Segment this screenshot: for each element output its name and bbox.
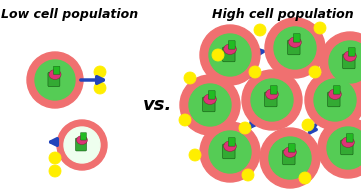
Circle shape xyxy=(200,25,260,85)
FancyBboxPatch shape xyxy=(283,150,295,165)
FancyBboxPatch shape xyxy=(348,48,355,56)
Ellipse shape xyxy=(289,37,301,47)
FancyBboxPatch shape xyxy=(48,72,60,87)
Circle shape xyxy=(274,27,316,69)
FancyBboxPatch shape xyxy=(208,91,215,99)
FancyBboxPatch shape xyxy=(341,140,353,155)
Circle shape xyxy=(314,79,356,121)
FancyBboxPatch shape xyxy=(288,40,300,55)
FancyBboxPatch shape xyxy=(270,86,277,94)
Circle shape xyxy=(318,118,361,178)
Circle shape xyxy=(189,149,201,161)
Ellipse shape xyxy=(49,70,61,79)
Ellipse shape xyxy=(224,141,236,151)
FancyBboxPatch shape xyxy=(333,86,340,94)
Ellipse shape xyxy=(344,51,356,61)
Circle shape xyxy=(269,137,311,179)
Circle shape xyxy=(179,114,191,126)
Circle shape xyxy=(251,79,293,121)
Circle shape xyxy=(27,52,83,108)
Circle shape xyxy=(249,66,261,78)
Text: Low cell population: Low cell population xyxy=(1,8,139,21)
Circle shape xyxy=(200,122,260,182)
Ellipse shape xyxy=(329,89,342,99)
Circle shape xyxy=(329,41,361,83)
Circle shape xyxy=(302,119,314,131)
Circle shape xyxy=(209,34,251,76)
FancyBboxPatch shape xyxy=(81,133,87,140)
Circle shape xyxy=(94,66,106,78)
FancyBboxPatch shape xyxy=(328,92,340,107)
Circle shape xyxy=(242,169,254,181)
FancyBboxPatch shape xyxy=(265,92,277,107)
Circle shape xyxy=(254,24,266,36)
Text: High cell population: High cell population xyxy=(212,8,354,21)
FancyBboxPatch shape xyxy=(53,66,60,74)
Ellipse shape xyxy=(224,44,236,54)
Circle shape xyxy=(327,127,361,169)
Circle shape xyxy=(184,72,196,84)
Circle shape xyxy=(309,66,321,78)
Circle shape xyxy=(305,70,361,130)
Circle shape xyxy=(180,75,240,135)
Circle shape xyxy=(189,84,231,126)
Ellipse shape xyxy=(266,89,278,99)
Circle shape xyxy=(314,22,326,34)
FancyBboxPatch shape xyxy=(229,138,235,146)
Ellipse shape xyxy=(284,147,296,157)
FancyBboxPatch shape xyxy=(343,54,355,69)
Circle shape xyxy=(49,152,61,164)
Circle shape xyxy=(64,127,100,163)
Circle shape xyxy=(209,131,251,173)
Circle shape xyxy=(239,122,251,134)
FancyBboxPatch shape xyxy=(75,138,87,151)
Text: vs.: vs. xyxy=(143,96,173,114)
Ellipse shape xyxy=(342,137,355,147)
Circle shape xyxy=(320,32,361,92)
FancyBboxPatch shape xyxy=(203,97,215,112)
FancyBboxPatch shape xyxy=(293,34,300,42)
Circle shape xyxy=(57,120,107,170)
FancyBboxPatch shape xyxy=(346,134,353,142)
Ellipse shape xyxy=(204,94,216,104)
FancyBboxPatch shape xyxy=(223,47,235,62)
FancyBboxPatch shape xyxy=(229,41,235,49)
Circle shape xyxy=(265,18,325,78)
Circle shape xyxy=(212,49,224,61)
Circle shape xyxy=(260,128,320,188)
Circle shape xyxy=(242,70,302,130)
Circle shape xyxy=(35,60,75,100)
Circle shape xyxy=(94,82,106,94)
FancyBboxPatch shape xyxy=(223,144,235,159)
FancyBboxPatch shape xyxy=(288,144,295,152)
Ellipse shape xyxy=(77,136,87,145)
Circle shape xyxy=(49,165,61,177)
Circle shape xyxy=(299,172,311,184)
